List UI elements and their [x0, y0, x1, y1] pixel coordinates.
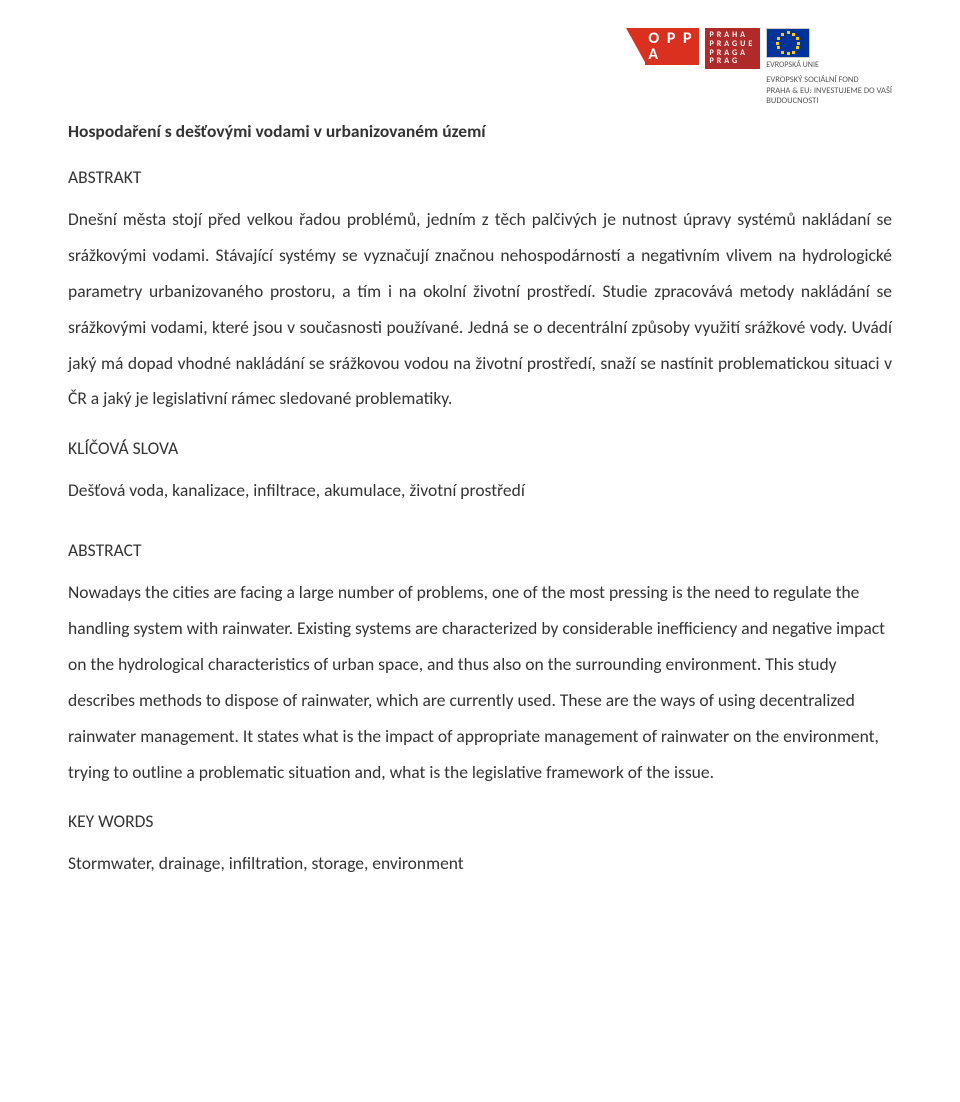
keywords-heading: KEY WORDS: [68, 810, 892, 832]
abstract-heading: ABSTRACT: [68, 539, 892, 561]
abstract-body: Nowadays the cities are facing a large n…: [68, 575, 892, 790]
klicova-body: Dešťová voda, kanalizace, infiltrace, ak…: [68, 473, 892, 509]
fund-text: EVROPSKÝ SOCIÁLNÍ FOND PRAHA & EU: INVES…: [766, 75, 892, 107]
praha-line-3: PRAG: [710, 57, 756, 66]
oppa-logo: O P P A: [626, 28, 698, 65]
header-logo-block: O P P A PRAHA PRAGUE PRAGA PRAG: [626, 28, 892, 107]
oppa-line2: A: [648, 47, 693, 63]
eu-flag-icon: [766, 28, 810, 58]
keywords-body: Stormwater, drainage, infiltration, stor…: [68, 846, 892, 882]
oppa-triangle: [626, 28, 646, 64]
abstrakt-body: Dnešní města stojí před velkou řadou pro…: [68, 202, 892, 417]
abstrakt-heading: ABSTRAKT: [68, 166, 892, 188]
klicova-heading: KLÍČOVÁ SLOVA: [68, 437, 892, 459]
document-body: Hospodaření s dešťovými vodami v urbaniz…: [68, 30, 892, 882]
eu-block: EVROPSKÁ UNIE EVROPSKÝ SOCIÁLNÍ FOND PRA…: [766, 28, 892, 107]
oppa-text: O P P A: [645, 28, 698, 65]
praha-logo: PRAHA PRAGUE PRAGA PRAG: [705, 28, 761, 69]
page-title: Hospodaření s dešťovými vodami v urbaniz…: [68, 120, 892, 142]
eu-label: EVROPSKÁ UNIE: [766, 60, 819, 70]
eu-stars: [776, 31, 800, 55]
